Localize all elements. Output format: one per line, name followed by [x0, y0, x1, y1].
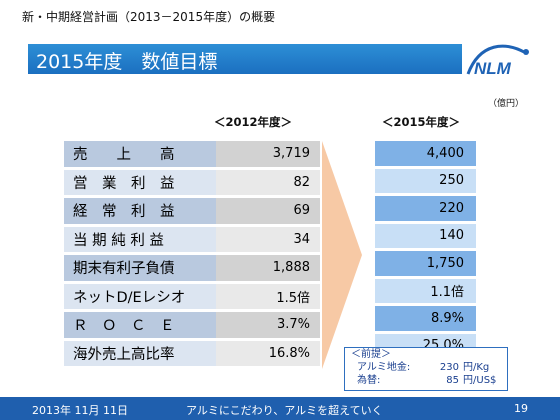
value-2015: 1,750	[375, 251, 476, 277]
assumption-name: アルミ地金:	[357, 362, 411, 373]
assumptions-title: ＜前提＞	[351, 349, 391, 360]
page-number: 19	[514, 402, 528, 415]
table-row: 当 期 純 利 益 34	[64, 226, 320, 253]
table-row: 売 上 高 3,719	[64, 141, 320, 168]
row-label: 経 常 利 益	[64, 198, 216, 224]
value-2015: 1.1倍	[375, 278, 476, 304]
footer-slogan: アルミにこだわり、アルミを超えていく	[186, 404, 383, 417]
chevron-arrow-icon	[322, 141, 362, 369]
logo-text: NLM	[474, 59, 512, 78]
assumption-unit: 円/Kg	[463, 362, 490, 373]
assumption-value: 230	[439, 362, 459, 373]
value-2012: 1,888	[216, 255, 320, 281]
table-row: ネットD/Eレシオ 1.5倍	[64, 283, 320, 310]
unit-note: （億円）	[488, 99, 525, 109]
value-2012: 1.5倍	[216, 283, 320, 309]
table-row: 海外売上高比率 16.8%	[64, 340, 320, 367]
targets-2015-table: 4,400 250 220 140 1,750 1.1倍 8.9% 25.0%	[375, 141, 476, 361]
slide-title: 2015年度 数値目標	[36, 51, 218, 73]
table-row: 経 常 利 益 69	[64, 198, 320, 225]
table-row: 期末有利子負債 1,888	[64, 255, 320, 282]
footer-date: 2013年 11月 11日	[32, 404, 128, 417]
value-2012: 16.8%	[216, 340, 320, 366]
row-label: 当 期 純 利 益	[64, 226, 216, 252]
results-2012-table: 売 上 高 3,719 営 業 利 益 82 経 常 利 益 69 当 期 純 …	[64, 141, 320, 369]
assumption-row: 為替: 85 円/US$	[345, 374, 507, 387]
value-2015: 250	[375, 168, 476, 194]
row-label: ネットD/Eレシオ	[64, 283, 216, 309]
value-2012: 69	[216, 198, 320, 224]
assumption-row: アルミ地金: 230 円/Kg	[345, 361, 507, 374]
value-2012: 34	[216, 226, 320, 252]
assumption-value: 85	[446, 375, 459, 386]
row-label: 売 上 高	[64, 141, 216, 167]
value-2012: 3.7%	[216, 312, 320, 338]
value-2015: 4,400	[375, 141, 476, 167]
assumptions-box: ＜前提＞ アルミ地金: 230 円/Kg 為替: 85 円/US$	[344, 347, 508, 391]
value-2012: 82	[216, 169, 320, 195]
row-label: 期末有利子負債	[64, 255, 216, 281]
table-row: 営 業 利 益 82	[64, 169, 320, 196]
company-logo: NLM	[466, 44, 529, 78]
footer-bar	[0, 397, 560, 420]
value-2015: 8.9%	[375, 306, 476, 332]
assumption-name: 為替:	[357, 375, 381, 386]
row-label: 海外売上高比率	[64, 340, 216, 366]
value-2015: 140	[375, 223, 476, 249]
title-bar: 2015年度 数値目標	[28, 44, 462, 74]
assumption-unit: 円/US$	[463, 375, 497, 386]
value-2012: 3,719	[216, 141, 320, 167]
column-header-2015: ＜2015年度＞	[382, 115, 461, 129]
table-row: Ｒ Ｏ Ｃ Ｅ 3.7%	[64, 312, 320, 339]
value-2015: 220	[375, 196, 476, 222]
row-label: 営 業 利 益	[64, 169, 216, 195]
row-label: Ｒ Ｏ Ｃ Ｅ	[64, 312, 216, 338]
column-header-2012: ＜2012年度＞	[214, 115, 293, 129]
slide-caption: 新・中期経営計画（2013－2015年度）の概要	[22, 10, 276, 24]
